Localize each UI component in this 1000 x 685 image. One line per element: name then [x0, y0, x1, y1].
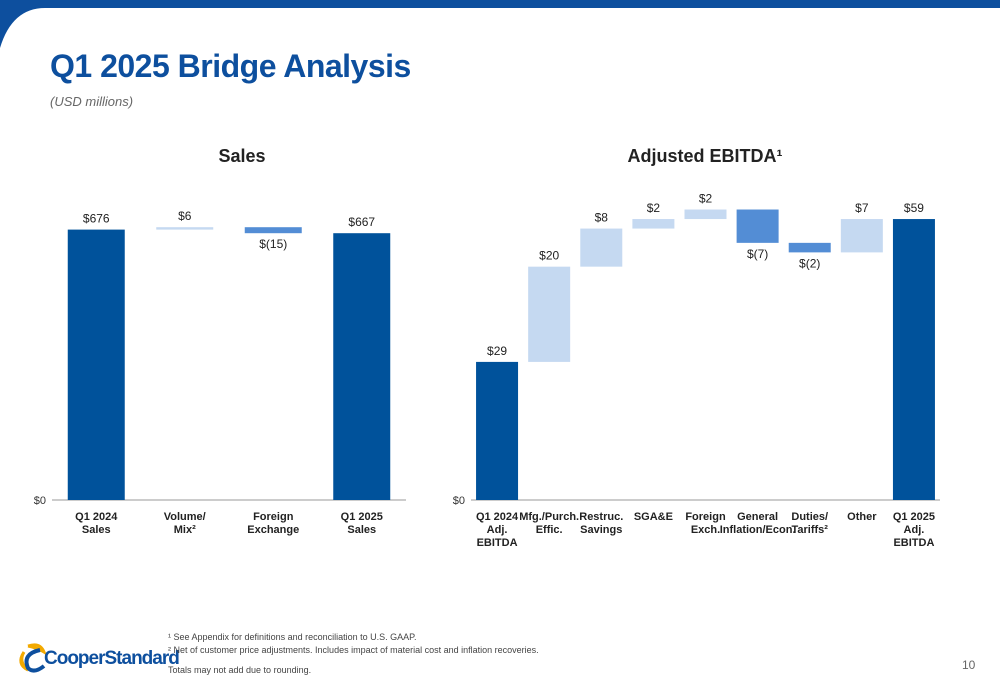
x-tick-label: Duties/ Tariffs²: [791, 511, 829, 536]
data-label: $20: [539, 249, 559, 263]
data-label: $6: [178, 209, 192, 223]
bar: [156, 227, 214, 230]
data-label: $8: [595, 211, 609, 225]
x-tick-label: Mfg./Purch. Effic.: [519, 511, 580, 536]
data-label: $676: [83, 212, 110, 226]
data-label: $(2): [799, 256, 820, 270]
data-label: $667: [348, 215, 375, 229]
page-title: Q1 2025 Bridge Analysis: [50, 48, 411, 84]
x-tick-label: Foreign Exchange: [247, 511, 300, 536]
data-label: $59: [904, 201, 924, 215]
x-tick-label: Q1 2024 Sales: [75, 511, 118, 536]
x-tick-label: Q1 2024 Adj. EBITDA: [475, 511, 519, 549]
bar: [580, 228, 623, 267]
subtitle: (USD millions): [50, 94, 134, 109]
data-label: $2: [699, 192, 713, 206]
y-tick-label: $0: [453, 495, 465, 507]
x-tick-label: Foreign Exch.: [685, 511, 726, 536]
x-tick-label: Restruc. Savings: [579, 511, 624, 536]
data-label: $(7): [747, 247, 768, 261]
footnote: Totals may not add due to rounding.: [168, 665, 312, 675]
logo-icon-swirl: [24, 648, 46, 673]
data-label: $(15): [259, 237, 287, 251]
y-tick-label: $0: [34, 495, 46, 507]
x-tick-label: General Inflation/Econ.: [719, 511, 796, 536]
bar: [333, 233, 391, 500]
bar: [736, 209, 779, 243]
chart-title: Sales: [218, 146, 265, 166]
bar: [476, 361, 519, 500]
x-tick-label: Other: [847, 511, 877, 523]
bar: [528, 266, 571, 362]
footnote: ¹ See Appendix for definitions and recon…: [168, 632, 417, 642]
data-label: $29: [487, 344, 507, 358]
x-tick-label: SGA&E: [633, 511, 673, 523]
bar: [632, 219, 675, 229]
data-label: $7: [855, 201, 869, 215]
bar: [244, 227, 302, 234]
x-tick-label: Q1 2025 Sales: [340, 511, 383, 536]
data-label: $2: [647, 201, 661, 215]
bar: [840, 219, 883, 253]
x-tick-label: Volume/ Mix²: [163, 511, 206, 536]
bar: [788, 242, 831, 253]
top-band: [0, 0, 1000, 48]
bar: [684, 209, 727, 220]
logo: CooperStandard: [44, 648, 180, 669]
page-number: 10: [962, 658, 976, 672]
x-tick-label: Q1 2025 Adj. EBITDA: [892, 511, 936, 549]
chart-title: Adjusted EBITDA¹: [628, 146, 783, 166]
footnote: ² Net of customer price adjustments. Inc…: [168, 645, 539, 655]
bar: [67, 229, 125, 500]
bar: [892, 219, 935, 501]
